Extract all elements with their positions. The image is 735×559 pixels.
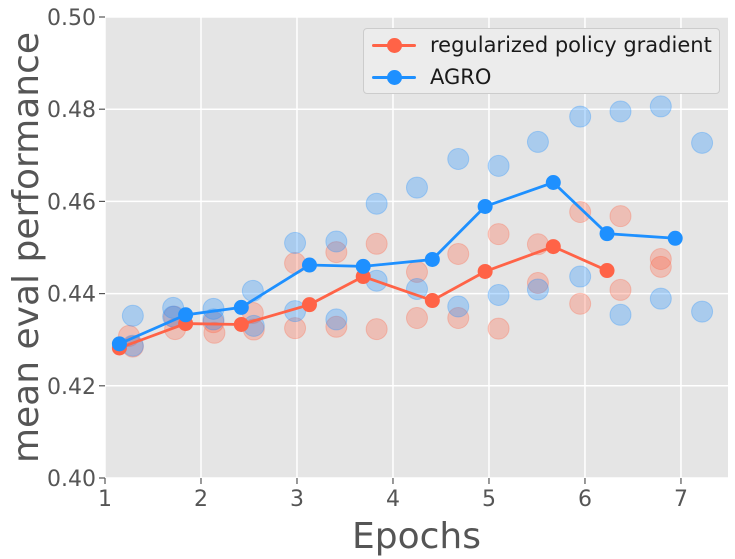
scatter-point-regularized-policy-gradient — [487, 223, 510, 246]
series-marker-agro — [599, 226, 615, 242]
scatter-point-regularized-policy-gradient — [325, 241, 348, 264]
y-tick-label: 0.50 — [47, 6, 96, 31]
series-marker-regularized-policy-gradient — [545, 239, 561, 255]
series-marker-agro — [111, 336, 127, 352]
scatter-point-agro — [691, 131, 714, 154]
scatter-point-regularized-policy-gradient — [609, 205, 632, 228]
scatter-point-regularized-policy-gradient — [447, 307, 470, 330]
legend-line-marker-icon — [372, 69, 416, 85]
scatter-point-agro — [526, 278, 549, 301]
series-marker-agro — [233, 299, 249, 315]
scatter-point-agro — [569, 105, 592, 128]
scatter-point-regularized-policy-gradient — [569, 292, 592, 315]
x-axis-label: Epochs — [352, 516, 481, 557]
scatter-point-regularized-policy-gradient — [447, 242, 470, 265]
x-tick-label: 2 — [194, 487, 208, 512]
legend-item-agro: AGRO — [372, 62, 719, 92]
legend-label: AGRO — [430, 64, 492, 89]
series-marker-agro — [545, 174, 561, 190]
scatter-point-agro — [447, 295, 470, 318]
x-tick-label: 5 — [482, 487, 496, 512]
series-line-agro — [117, 180, 677, 346]
scatter-point-agro — [609, 100, 632, 123]
scatter-point-agro — [241, 279, 264, 302]
scatter-point-regularized-policy-gradient — [649, 248, 672, 271]
series-marker-regularized-policy-gradient — [233, 316, 249, 332]
legend-label: regularized policy gradient — [430, 32, 712, 57]
scatter-point-agro — [121, 304, 144, 327]
scatter-point-regularized-policy-gradient — [526, 271, 549, 294]
scatter-point-regularized-policy-gradient — [365, 232, 388, 255]
y-tick-label: 0.42 — [47, 375, 96, 400]
y-tick-label: 0.46 — [47, 190, 96, 215]
scatter-point-regularized-policy-gradient — [203, 321, 226, 344]
scatter-point-agro — [325, 230, 348, 253]
scatter-point-agro — [569, 265, 592, 288]
legend: regularized policy gradient AGRO — [363, 28, 720, 94]
series-marker-agro — [667, 230, 683, 246]
scatter-point-regularized-policy-gradient — [569, 201, 592, 224]
scatter-point-regularized-policy-gradient — [325, 315, 348, 338]
scatter-point-agro — [649, 287, 672, 310]
series-marker-agro — [477, 198, 493, 214]
y-tick-label: 0.40 — [47, 467, 96, 492]
legend-item-regularized-policy-gradient: regularized policy gradient — [372, 30, 719, 60]
scatter-point-regularized-policy-gradient — [405, 307, 428, 330]
scatter-point-agro — [691, 300, 714, 323]
x-tick-label: 4 — [386, 487, 400, 512]
legend-dot-icon — [386, 37, 402, 53]
scatter-point-agro — [609, 303, 632, 326]
scatter-point-regularized-policy-gradient — [649, 255, 672, 278]
x-tick-label: 1 — [98, 487, 112, 512]
scatter-point-agro — [487, 154, 510, 177]
scatter-point-regularized-policy-gradient — [609, 278, 632, 301]
series-marker-agro — [355, 258, 371, 274]
scatter-point-agro — [325, 308, 348, 331]
scatter-point-regularized-policy-gradient — [365, 318, 388, 341]
y-axis-label: mean eval performance — [6, 32, 47, 463]
y-tick-label: 0.44 — [47, 283, 96, 308]
series-marker-agro — [301, 257, 317, 273]
series-marker-regularized-policy-gradient — [301, 297, 317, 313]
scatter-point-agro — [526, 130, 549, 153]
y-tick-label: 0.48 — [47, 98, 96, 123]
scatter-point-agro — [365, 192, 388, 215]
series-marker-regularized-policy-gradient — [424, 293, 440, 309]
legend-dot-icon — [386, 69, 402, 85]
scatter-point-agro — [447, 147, 470, 170]
scatter-point-regularized-policy-gradient — [284, 317, 307, 340]
scatter-point-agro — [649, 95, 672, 118]
series-marker-agro — [424, 251, 440, 267]
legend-line-marker-icon — [372, 37, 416, 53]
scatter-point-agro — [487, 283, 510, 306]
scatter-point-agro — [284, 231, 307, 254]
series-marker-agro — [178, 307, 194, 323]
x-tick-label: 6 — [578, 487, 592, 512]
series-marker-regularized-policy-gradient — [599, 263, 615, 279]
series-marker-regularized-policy-gradient — [477, 263, 493, 279]
scatter-point-regularized-policy-gradient — [487, 317, 510, 340]
x-tick-label: 7 — [674, 487, 688, 512]
x-tick-label: 3 — [290, 487, 304, 512]
scatter-point-agro — [405, 176, 428, 199]
